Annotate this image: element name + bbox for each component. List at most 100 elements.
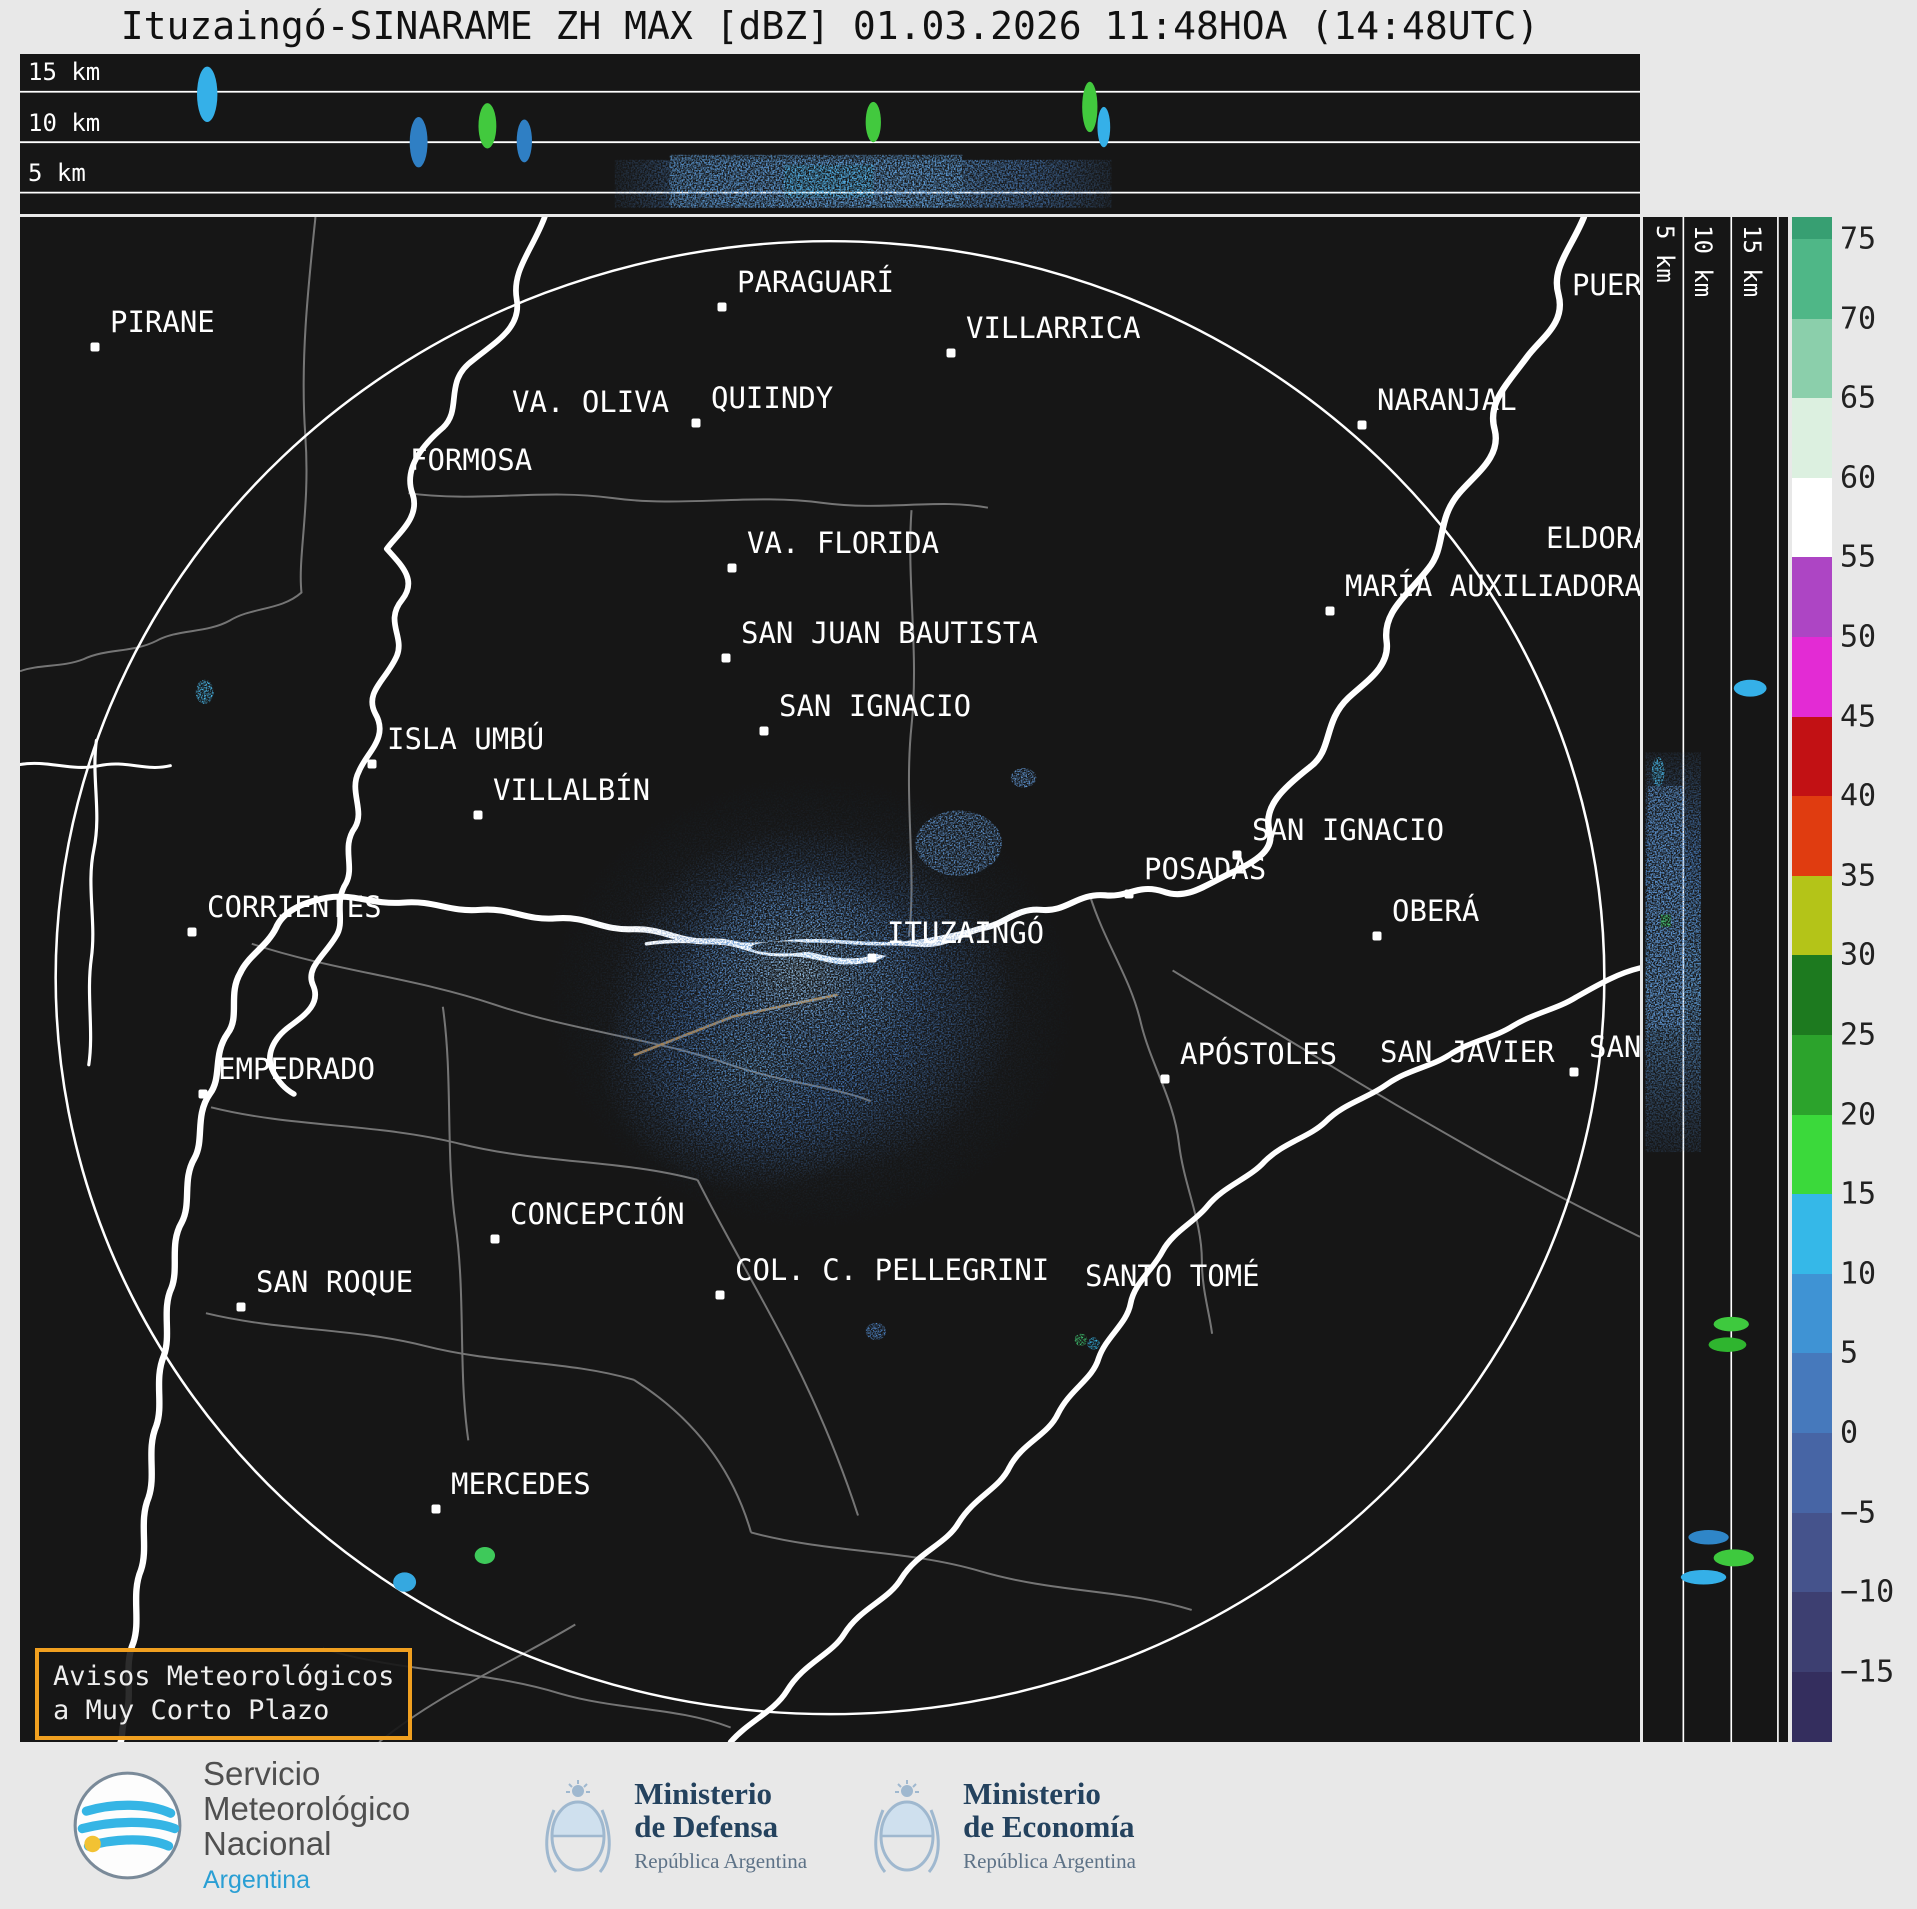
radar-map-panel: PIRANE PARAGUARÍ VILLARRICA QUIINDY VA. OLIV… bbox=[20, 217, 1640, 1742]
defensa-subtitle: República Argentina bbox=[634, 1849, 808, 1874]
colorbar-segment bbox=[1792, 1273, 1832, 1354]
colorbar-tick-label: 15 bbox=[1840, 1176, 1877, 1212]
colorbar-tick-label: 0 bbox=[1840, 1415, 1859, 1451]
colorbar-tick-label: 50 bbox=[1840, 619, 1877, 655]
height-label-5km: 5 km bbox=[28, 159, 86, 187]
smn-country: Argentina bbox=[203, 1866, 311, 1895]
colorbar-segment bbox=[1792, 1114, 1832, 1195]
colorbar-tick-label: 35 bbox=[1840, 858, 1877, 894]
city-dot bbox=[1232, 850, 1242, 860]
colorbar-segment bbox=[1792, 1034, 1832, 1115]
city-label: SAN ROQUE bbox=[256, 1265, 414, 1299]
colorbar-segment bbox=[1792, 217, 1832, 239]
colorbar-segment bbox=[1792, 1592, 1832, 1672]
colorbar-tick-label: −5 bbox=[1840, 1495, 1877, 1531]
colorbar-segment bbox=[1792, 1671, 1832, 1742]
colorbar-tick-label: 10 bbox=[1840, 1256, 1877, 1292]
city-label: SAN IGNACIO bbox=[779, 689, 972, 723]
height-label-15km: 15 km bbox=[28, 58, 101, 86]
city-dot bbox=[1160, 1074, 1170, 1084]
city-dot bbox=[727, 563, 737, 573]
colorbar-tick-label: 60 bbox=[1840, 460, 1877, 496]
city-label: ELDORADO bbox=[1546, 521, 1640, 555]
city-label: SAN IGNACIO bbox=[1252, 813, 1445, 847]
city-dot bbox=[198, 1089, 208, 1099]
warning-box: Avisos Meteorológicos a Muy Corto Plazo bbox=[35, 1648, 413, 1740]
city-label: SAN JUAN BAUTISTA bbox=[741, 616, 1038, 650]
city-label: NARANJAL bbox=[1377, 383, 1517, 417]
footer: Servicio Meteorológico Nacional Argentin… bbox=[0, 1742, 1917, 1909]
colorbar-tick-label: 70 bbox=[1840, 301, 1877, 337]
city-label: ISLA UMBÚ bbox=[387, 722, 545, 756]
radar-map-graphics bbox=[20, 217, 1640, 1742]
colorbar-tick-label: 30 bbox=[1840, 937, 1877, 973]
colorbar-tick-label: 75 bbox=[1840, 221, 1877, 257]
city-dot bbox=[431, 1504, 441, 1514]
city-dot bbox=[473, 810, 483, 820]
city-label: MERCEDES bbox=[451, 1467, 591, 1501]
city-dot bbox=[759, 726, 769, 736]
range-ring bbox=[54, 240, 1606, 1716]
smn-brand: Servicio Meteorológico Nacional Argentin… bbox=[70, 1755, 410, 1895]
dbz-colorbar-ticks: 75 70 65 60 55 50 45 40 35 30 25 20 15 10 5 0 −5 −10 −15 bbox=[1840, 217, 1916, 1742]
economia-brand: Ministerio de Economía República Argenti… bbox=[867, 1774, 1136, 1878]
city-dot bbox=[1357, 420, 1367, 430]
city-label: SAN bbox=[1589, 1030, 1640, 1064]
coat-of-arms-icon bbox=[545, 1779, 612, 1873]
colorbar-segment bbox=[1792, 318, 1832, 399]
city-dot bbox=[946, 348, 956, 358]
city-dot bbox=[367, 759, 377, 769]
top-cross-section-panel: 15 km 10 km 5 km bbox=[20, 54, 1640, 214]
city-label: SAN JAVIER bbox=[1380, 1035, 1555, 1069]
colorbar-segment bbox=[1792, 955, 1832, 1035]
city-label: MARÍA AUXILIADORA bbox=[1345, 569, 1640, 603]
colorbar-tick-label: 5 bbox=[1840, 1335, 1859, 1371]
colorbar-tick-label: 55 bbox=[1840, 539, 1877, 575]
side-echo-cells bbox=[1680, 679, 1767, 1585]
city-dot bbox=[1569, 1067, 1579, 1077]
city-dot bbox=[715, 1290, 725, 1300]
city-dot bbox=[490, 1234, 500, 1244]
economia-subtitle: República Argentina bbox=[963, 1849, 1136, 1874]
city-dot bbox=[1372, 931, 1382, 941]
city-label: QUIINDY bbox=[711, 381, 834, 415]
city-label: COL. C. PELLEGRINI bbox=[735, 1253, 1050, 1287]
dbz-colorbar bbox=[1792, 217, 1832, 1742]
colorbar-segment bbox=[1792, 1353, 1832, 1433]
colorbar-tick-label: 45 bbox=[1840, 699, 1877, 735]
economia-name-line1: Ministerio bbox=[963, 1775, 1101, 1811]
defensa-name-line2: de Defensa bbox=[634, 1809, 779, 1844]
colorbar-tick-label: 65 bbox=[1840, 380, 1877, 416]
colorbar-tick-label: −10 bbox=[1840, 1574, 1895, 1610]
city-label: ITUZAINGÓ bbox=[887, 916, 1045, 950]
city-label: CORRIENTES bbox=[207, 890, 382, 924]
colorbar-segment bbox=[1792, 636, 1832, 717]
coat-of-arms-icon bbox=[874, 1779, 940, 1873]
city-dot bbox=[721, 653, 731, 663]
city-label: VILLALBÍN bbox=[493, 773, 651, 807]
radar-echoes bbox=[195, 679, 1100, 1350]
city-label: VA. FLORIDA bbox=[747, 526, 940, 560]
height-label-10km: 10 km bbox=[1689, 225, 1717, 298]
city-label: VA. OLIVA bbox=[512, 385, 670, 419]
colorbar-segment bbox=[1792, 477, 1832, 558]
defensa-brand: Ministerio de Defensa República Argentin… bbox=[538, 1774, 807, 1878]
city-label: PIRANE bbox=[110, 305, 215, 339]
city-label: APÓSTOLES bbox=[1180, 1037, 1338, 1071]
city-dot bbox=[236, 1302, 246, 1312]
height-label-10km: 10 km bbox=[28, 109, 101, 137]
smn-name-line3: Nacional bbox=[203, 1825, 332, 1863]
colorbar-segment bbox=[1792, 875, 1832, 956]
colorbar-segment bbox=[1792, 1512, 1832, 1593]
warning-line-1: Avisos Meteorológicos bbox=[53, 1661, 395, 1692]
colorbar-tick-label: 20 bbox=[1840, 1097, 1877, 1133]
colorbar-tick-label: 25 bbox=[1840, 1017, 1877, 1053]
side-echo-column bbox=[1645, 752, 1701, 1153]
warning-line-2: a Muy Corto Plazo bbox=[53, 1694, 330, 1726]
city-dot bbox=[1124, 889, 1134, 899]
colorbar-segment bbox=[1792, 716, 1832, 797]
top-cross-section-plot bbox=[20, 54, 1640, 214]
smn-name-line1: Servicio bbox=[203, 1755, 321, 1793]
colorbar-tick-label: 40 bbox=[1840, 778, 1877, 814]
